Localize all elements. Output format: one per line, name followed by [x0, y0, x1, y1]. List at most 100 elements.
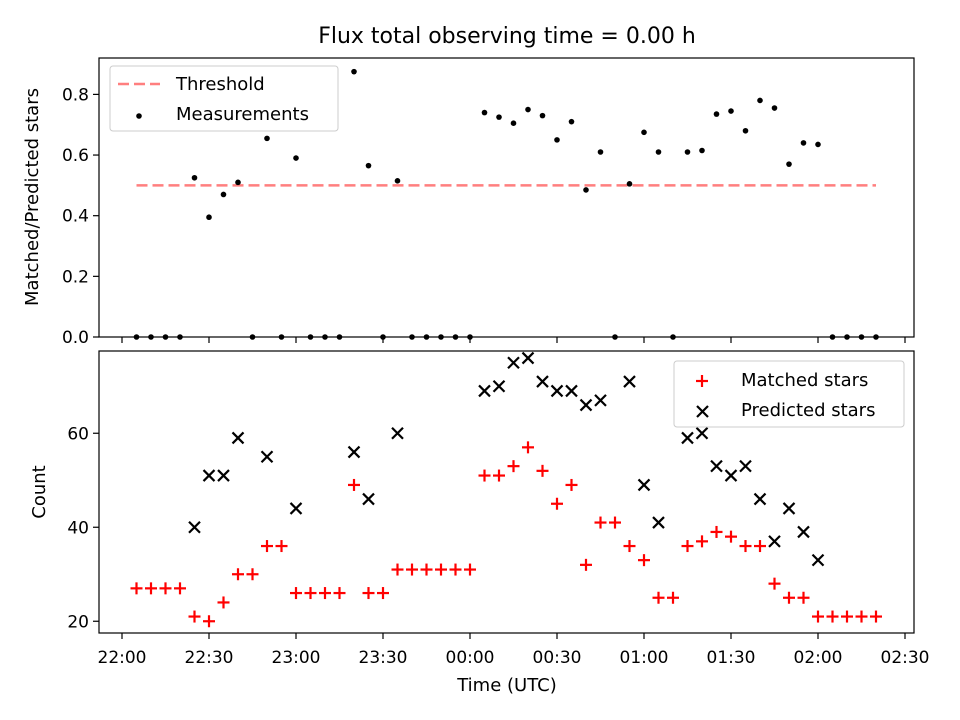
matched-star-point — [174, 582, 186, 595]
y-tick-label: 0.8 — [62, 85, 89, 105]
predicted-star-point — [797, 525, 810, 539]
measurement-point — [568, 118, 575, 125]
matched-star-point — [638, 554, 650, 567]
predicted-star-point — [768, 535, 781, 548]
measurement-point — [612, 334, 618, 340]
legend-matched-label: Matched stars — [741, 370, 868, 391]
measurement-point — [162, 334, 169, 340]
measurement-point — [583, 187, 589, 193]
measurement-point — [409, 334, 415, 340]
measurement-point — [496, 114, 502, 120]
matched-star-point — [319, 587, 331, 600]
measurement-point — [394, 178, 401, 184]
measurement-point — [800, 140, 807, 146]
measurement-point — [554, 137, 560, 143]
matched-star-point — [217, 596, 230, 609]
matched-star-point — [725, 530, 737, 543]
matched-star-point — [145, 582, 157, 595]
top-legend: Threshold Measurements — [109, 65, 339, 132]
x-axis-label: Time (UTC) — [456, 675, 557, 696]
measurement-point — [786, 161, 792, 167]
predicted-star-point — [391, 426, 404, 440]
top-legend-box — [109, 65, 339, 132]
matched-star-point — [710, 525, 723, 538]
measurement-point — [742, 127, 749, 134]
matched-star-point — [159, 582, 172, 595]
matched-star-point — [290, 587, 302, 600]
predicted-star-point — [565, 384, 578, 398]
measurement-point — [351, 68, 357, 75]
chart-title: Flux total observing time = 0.00 h — [318, 24, 696, 49]
matched-star-point — [565, 478, 578, 491]
x-tick-label: 23:30 — [359, 648, 408, 668]
matched-star-point — [623, 540, 636, 553]
predicted-star-point — [550, 384, 564, 398]
y-tick-label: 60 — [67, 424, 89, 444]
matched-star-point — [391, 563, 404, 576]
bottom-x-axis: 22:00 22:30 23:00 23:30 00:00 00:30 01:00 01:30… — [98, 633, 930, 668]
y-tick-label: 20 — [67, 612, 89, 632]
measurement-point — [655, 149, 662, 155]
measurement-point — [322, 334, 328, 340]
matched-star-point — [261, 540, 273, 553]
predicted-star-point — [623, 375, 636, 388]
measurement-point — [191, 174, 198, 181]
matched-star-point — [464, 563, 476, 576]
top-plot-frame — [98, 57, 915, 338]
x-tick-label: 00:00 — [446, 648, 495, 668]
predicted-stars-points — [188, 351, 825, 567]
predicted-star-point — [710, 459, 723, 473]
matched-star-point — [333, 587, 346, 600]
predicted-star-point — [782, 502, 796, 515]
measurement-point — [481, 109, 488, 116]
measurement-point — [757, 97, 763, 104]
x-tick-label: 01:30 — [707, 648, 756, 668]
predicted-star-point — [260, 450, 274, 464]
bottom-plot-frame — [98, 350, 915, 634]
measurement-point — [713, 111, 720, 117]
matched-stars-points — [130, 441, 882, 628]
predicted-star-point — [579, 398, 593, 412]
measurement-point — [525, 106, 531, 113]
measurement-point — [423, 334, 430, 340]
predicted-star-point — [681, 431, 694, 445]
predicted-star-point — [217, 469, 230, 482]
matched-star-point — [551, 497, 563, 510]
matched-star-point — [870, 610, 882, 623]
measurement-point — [771, 105, 778, 111]
matched-star-point — [594, 516, 607, 529]
matched-star-point — [855, 610, 868, 623]
x-tick-label: 22:00 — [98, 648, 147, 668]
measurement-point — [177, 334, 183, 340]
measurement-point — [365, 162, 372, 169]
matched-star-point — [246, 568, 259, 581]
measurement-point — [438, 334, 444, 340]
x-tick-label: 22:30 — [185, 648, 234, 668]
predicted-star-point — [521, 351, 535, 365]
predicted-star-point — [362, 492, 375, 506]
predicted-star-point — [753, 492, 767, 506]
matched-star-point — [580, 558, 592, 571]
x-tick-label: 00:30 — [533, 648, 582, 668]
matched-star-point — [348, 478, 360, 491]
bottom-legend: Matched stars Predicted stars — [673, 360, 905, 428]
x-tick-label: 01:00 — [620, 648, 669, 668]
matched-star-point — [667, 591, 679, 604]
predicted-star-point — [724, 469, 738, 482]
measurement-point — [220, 191, 227, 198]
measurement-point — [597, 149, 604, 155]
matched-star-point — [406, 563, 418, 576]
top-y-axis: 0.0 0.2 0.4 0.6 0.8 — [62, 85, 99, 348]
legend-matched-swatch — [696, 375, 708, 387]
matched-star-point — [507, 460, 520, 473]
matched-star-point — [681, 540, 694, 553]
matched-star-point — [377, 587, 389, 600]
measurement-point — [278, 334, 285, 340]
measurement-point — [684, 149, 691, 155]
legend-measurements-swatch — [136, 113, 142, 119]
matched-star-point — [536, 464, 549, 477]
measurement-point — [452, 334, 459, 340]
matched-star-point — [739, 540, 752, 553]
measurement-point — [467, 334, 473, 340]
measurement-point — [336, 334, 343, 340]
